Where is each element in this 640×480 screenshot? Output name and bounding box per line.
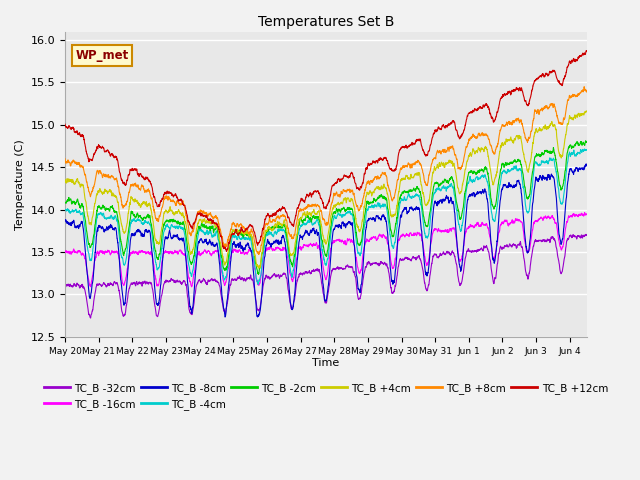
Y-axis label: Temperature (C): Temperature (C) — [15, 139, 25, 229]
Legend: TC_B -32cm, TC_B -16cm, TC_B -8cm, TC_B -4cm, TC_B -2cm, TC_B +4cm, TC_B +8cm, T: TC_B -32cm, TC_B -16cm, TC_B -8cm, TC_B … — [40, 379, 612, 414]
Text: WP_met: WP_met — [76, 49, 129, 62]
Title: Temperatures Set B: Temperatures Set B — [258, 15, 394, 29]
X-axis label: Time: Time — [312, 359, 339, 368]
